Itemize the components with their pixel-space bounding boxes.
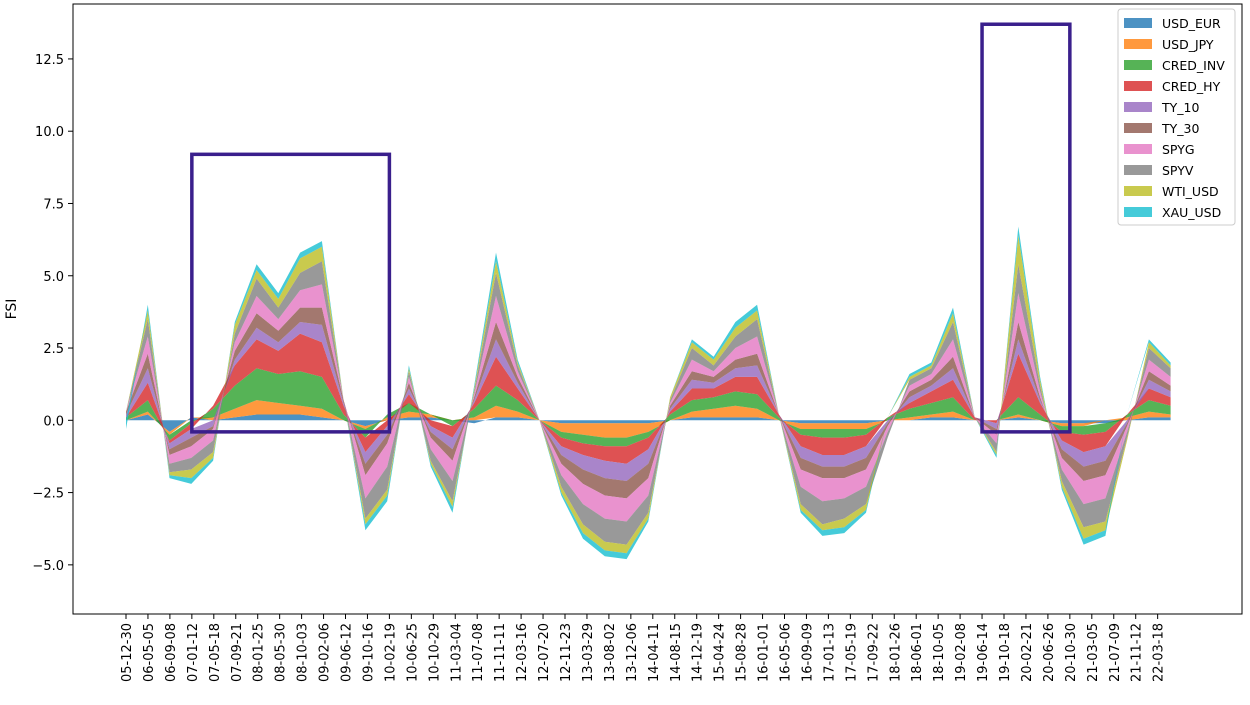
x-tick-label: 22-03-18 [1152, 623, 1167, 682]
x-tick-label: 14-12-19 [691, 623, 706, 682]
x-tick-label: 06-09-08 [164, 623, 179, 682]
area-spyg [126, 284, 1171, 522]
x-tick-label: 10-06-25 [405, 623, 420, 682]
x-tick-label: 12-03-16 [515, 623, 530, 682]
x-tick-label: 17-01-13 [822, 623, 837, 682]
x-tick-label: 16-01-01 [757, 623, 772, 682]
x-tick-label: 11-11-11 [493, 623, 508, 682]
legend-swatch [1124, 81, 1152, 91]
legend-entry: SPYV [1162, 163, 1194, 178]
x-tick-label: 20-10-30 [1064, 623, 1079, 682]
x-tick-label: 21-03-05 [1086, 623, 1101, 682]
x-tick-label: 19-06-14 [976, 623, 991, 682]
x-tick-label: 17-05-19 [844, 623, 859, 682]
x-tick-label: 17-09-22 [866, 623, 881, 682]
series-areas [126, 226, 1171, 560]
y-tick-label: 12.5 [35, 53, 64, 68]
x-tick-label: 09-02-06 [318, 623, 333, 682]
plot-frame [72, 3, 1243, 615]
x-tick-label: 18-01-26 [888, 623, 903, 682]
x-tick-label: 21-11-12 [1130, 623, 1145, 682]
legend-swatch [1124, 102, 1152, 112]
x-tick-label: 07-05-18 [208, 623, 223, 682]
x-tick-label: 05-12-30 [120, 623, 135, 682]
legend-swatch [1124, 39, 1152, 49]
x-tick-label: 14-08-15 [669, 623, 684, 682]
legend-entry: XAU_USD [1162, 205, 1221, 220]
area-cred-hy [126, 333, 1171, 464]
y-axis: −5.0 −2.5 0.0 2.5 5.0 7.5 10.0 12.5 [32, 53, 73, 574]
legend-entry: USD_EUR [1162, 16, 1221, 31]
legend-swatch [1124, 60, 1152, 70]
x-tick-label: 11-03-04 [449, 623, 464, 682]
x-tick-label: 08-01-25 [252, 623, 267, 682]
legend-swatch [1124, 123, 1152, 133]
legend-swatch [1124, 165, 1152, 175]
y-tick-label: −5.0 [32, 559, 64, 574]
legend-swatch [1124, 207, 1152, 217]
area-usd-jpy [126, 400, 1171, 438]
x-tick-label: 08-05-30 [274, 623, 289, 682]
x-tick-label: 15-04-24 [713, 623, 728, 682]
highlight-box-2 [980, 22, 1072, 434]
x-tick-label: 21-07-09 [1108, 623, 1123, 682]
x-tick-label: 16-05-06 [779, 623, 794, 682]
x-tick-label: 18-10-05 [932, 623, 947, 682]
x-tick-label: 13-03-29 [581, 623, 596, 682]
x-tick-label: 06-05-05 [142, 623, 157, 682]
area-ty-10 [126, 322, 1171, 481]
legend-swatch [1124, 144, 1152, 154]
x-tick-label: 14-04-11 [647, 623, 662, 682]
legend: USD_EUR USD_JPY CRED_INV CRED_HY TY_10 TY_30 S… [1117, 8, 1236, 226]
y-tick-label: 5.0 [43, 270, 64, 285]
x-tick-label: 19-02-08 [954, 623, 969, 682]
x-tick-label: 07-09-21 [230, 623, 245, 682]
x-tick-label: 13-12-06 [625, 623, 640, 682]
highlight-box-1 [190, 152, 392, 434]
legend-swatch [1124, 186, 1152, 196]
y-tick-label: 10.0 [35, 125, 64, 140]
area-cred-inv [126, 368, 1171, 447]
y-axis-label: FSI [4, 299, 20, 320]
y-tick-label: −2.5 [32, 487, 64, 502]
y-tick-label: 0.0 [43, 414, 64, 429]
x-tick-label: 08-10-03 [296, 623, 311, 682]
highlight-boxes [190, 22, 1072, 434]
x-tick-label: 19-10-18 [998, 623, 1013, 682]
legend-entry: SPYG [1162, 142, 1195, 157]
legend-swatch [1124, 18, 1152, 28]
x-tick-label: 13-08-02 [603, 623, 618, 682]
x-tick-label: 16-09-09 [800, 623, 815, 682]
x-tick-label: 15-08-28 [735, 623, 750, 682]
x-tick-label: 11-07-08 [471, 623, 486, 682]
legend-entry: CRED_HY [1162, 79, 1221, 94]
y-tick-label: 2.5 [43, 342, 64, 357]
x-tick-label: 09-10-16 [361, 623, 376, 682]
legend-entry: CRED_INV [1162, 58, 1225, 73]
x-tick-label: 20-02-21 [1020, 623, 1035, 682]
y-tick-label: 7.5 [43, 197, 64, 212]
x-tick-label: 07-01-12 [186, 623, 201, 682]
x-tick-label: 20-06-26 [1042, 623, 1057, 682]
x-axis: 05-12-30 06-05-05 06-09-08 07-01-12 07-05-18… [120, 614, 1167, 682]
x-tick-label: 12-07-20 [537, 623, 552, 682]
area-spyv [126, 261, 1171, 545]
legend-entry: TY_10 [1161, 100, 1199, 115]
x-tick-label: 10-02-19 [383, 623, 398, 682]
legend-entry: TY_30 [1161, 121, 1199, 136]
x-tick-label: 09-06-12 [340, 623, 355, 682]
legend-entry: WTI_USD [1162, 184, 1219, 199]
x-tick-label: 10-10-29 [427, 623, 442, 682]
legend-entry: USD_JPY [1162, 37, 1214, 52]
x-tick-label: 12-11-23 [559, 623, 574, 682]
x-tick-label: 18-06-01 [910, 623, 925, 682]
